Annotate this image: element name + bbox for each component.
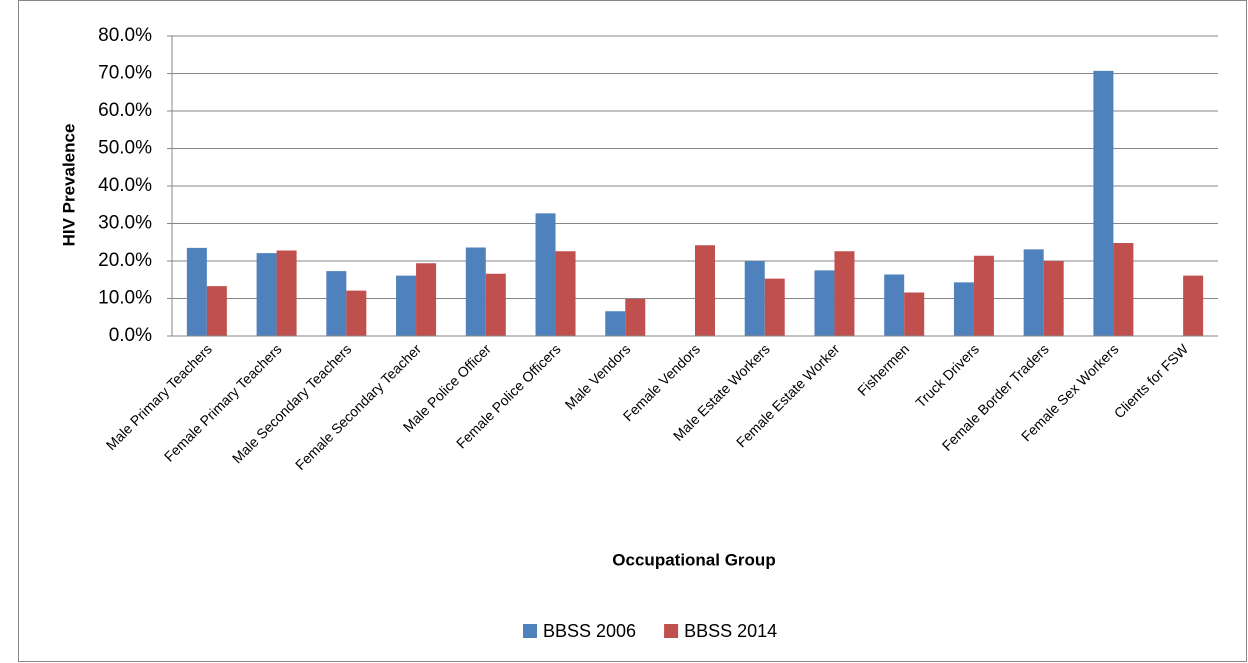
bar xyxy=(744,261,765,336)
bar xyxy=(1043,261,1064,336)
bar xyxy=(1183,275,1204,336)
bar xyxy=(186,247,207,336)
bar xyxy=(396,275,417,336)
bar xyxy=(465,247,486,336)
bar xyxy=(973,255,994,336)
bar xyxy=(256,253,277,336)
bar xyxy=(904,292,925,336)
bar xyxy=(326,271,347,336)
bar xyxy=(1023,249,1044,336)
bar xyxy=(953,282,974,336)
y-tick-label: 0.0% xyxy=(109,325,152,346)
bar xyxy=(884,274,905,336)
y-tick-label: 20.0% xyxy=(98,250,152,271)
y-tick-label: 30.0% xyxy=(98,213,152,234)
y-tick-label: 80.0% xyxy=(98,25,152,46)
y-tick-label: 70.0% xyxy=(98,63,152,84)
y-tick-label: 50.0% xyxy=(98,138,152,159)
bar xyxy=(555,251,576,336)
bar xyxy=(625,298,646,336)
bar xyxy=(206,286,227,336)
bar xyxy=(695,245,715,336)
y-tick-label: 40.0% xyxy=(98,175,152,196)
y-tick-label: 60.0% xyxy=(98,100,152,121)
y-tick-label: 10.0% xyxy=(98,288,152,309)
bar xyxy=(346,290,367,336)
bar xyxy=(1093,70,1114,336)
legend-label: BBSS 2006 xyxy=(543,621,636,641)
bar xyxy=(834,251,855,336)
x-axis-title: Occupational Group xyxy=(612,550,775,569)
bar xyxy=(1113,243,1134,336)
legend-swatch xyxy=(523,624,537,638)
legend-label: BBSS 2014 xyxy=(684,621,777,641)
bar xyxy=(416,263,437,336)
bar xyxy=(276,250,297,336)
legend-swatch xyxy=(664,624,679,638)
bar xyxy=(535,213,556,336)
bar xyxy=(605,311,626,336)
bar xyxy=(485,273,506,336)
bar xyxy=(764,278,785,336)
bar xyxy=(814,270,835,336)
y-axis-title: HIV Prevalence xyxy=(59,124,78,247)
